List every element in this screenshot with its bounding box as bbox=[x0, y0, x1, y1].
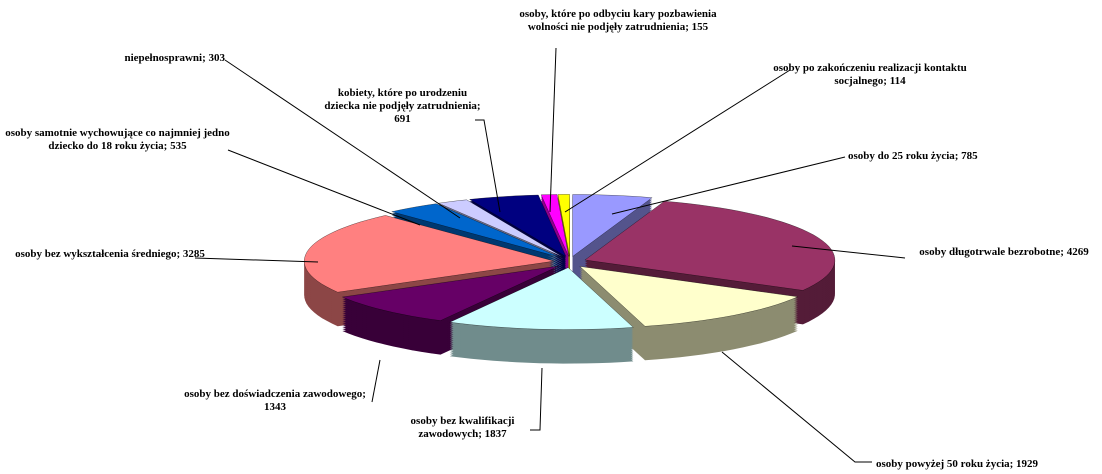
data-label: osoby samotnie wychowujące co najmniej j… bbox=[5, 127, 230, 153]
slice bbox=[579, 266, 799, 361]
data-label: osoby do 25 roku życia; 785 bbox=[848, 150, 1068, 163]
slice-top bbox=[540, 194, 569, 257]
label-category: osoby do 25 roku życia; bbox=[848, 150, 959, 162]
label-value: 303 bbox=[208, 52, 226, 64]
slice-top bbox=[341, 265, 559, 321]
label-value: 1343 bbox=[264, 401, 286, 413]
data-label: osoby po zakończeniu realizacji kontaktu… bbox=[770, 62, 970, 88]
data-label: osoby powyżej 50 roku życia; 1929 bbox=[876, 458, 1102, 471]
slice-top bbox=[572, 194, 653, 257]
slice-top bbox=[579, 266, 799, 327]
label-value: 3285 bbox=[182, 248, 205, 260]
label-value: 1929 bbox=[1016, 458, 1039, 470]
data-label: osoby, które po odbyciu kary pozbawienia… bbox=[508, 8, 728, 34]
leader-line bbox=[611, 156, 846, 215]
data-label: niepełnosprawni; 303 bbox=[80, 52, 225, 65]
label-category: osoby samotnie wychowujące co najmniej j… bbox=[5, 127, 230, 152]
slice-top bbox=[469, 194, 567, 257]
data-label: osoby bez kwalifikacji zawodowych; 1837 bbox=[385, 415, 540, 441]
data-label: osoby długotrwale bezrobotne; 4269 bbox=[906, 246, 1102, 259]
leader-line bbox=[224, 59, 461, 219]
data-label: osoby bez wykształcenia średniego; 3285 bbox=[15, 248, 205, 261]
leader-line bbox=[227, 149, 421, 226]
slice-side bbox=[541, 196, 569, 259]
label-category: osoby bez kwalifikacji zawodowych; bbox=[410, 415, 515, 440]
label-value: 114 bbox=[889, 75, 906, 87]
label-category: osoby bez wykształcenia średniego; bbox=[15, 248, 181, 260]
label-category: niepełnosprawni; bbox=[124, 52, 206, 64]
slice-top bbox=[304, 215, 555, 293]
leader-line bbox=[371, 359, 381, 403]
slice-top bbox=[438, 199, 564, 258]
label-value: 785 bbox=[961, 150, 978, 162]
label-category: osoby powyżej 50 roku życia; bbox=[876, 458, 1014, 470]
slice-top bbox=[584, 201, 836, 291]
slice bbox=[449, 267, 634, 364]
slice-top bbox=[449, 267, 634, 330]
slice-top bbox=[391, 203, 561, 258]
slice-side bbox=[541, 198, 569, 261]
label-value: 691 bbox=[394, 113, 411, 125]
label-value: 4269 bbox=[1066, 246, 1089, 258]
leader-line bbox=[194, 257, 319, 263]
label-value: 155 bbox=[691, 21, 709, 33]
slice-top bbox=[557, 194, 570, 257]
leader-line bbox=[475, 119, 501, 213]
leader-line bbox=[564, 69, 791, 213]
leader-line bbox=[721, 351, 872, 463]
data-label: osoby bez doświadczenia zawodowego; 1343 bbox=[180, 388, 370, 414]
label-value: 1837 bbox=[484, 428, 507, 440]
slice-side bbox=[541, 200, 569, 263]
label-value: 535 bbox=[170, 140, 187, 152]
label-category: kobiety, które po urodzeniu dziecka nie … bbox=[324, 87, 481, 112]
leader-line bbox=[791, 245, 906, 259]
leader-line bbox=[549, 47, 557, 213]
label-category: osoby bez doświadczenia zawodowego; bbox=[184, 388, 366, 400]
leader-line bbox=[530, 367, 543, 431]
data-label: kobiety, które po urodzeniu dziecka nie … bbox=[320, 87, 485, 126]
label-category: osoby, które po odbyciu kary pozbawienia… bbox=[519, 8, 717, 33]
label-category: osoby po zakończeniu realizacji kontaktu… bbox=[773, 62, 967, 87]
label-category: osoby długotrwale bezrobotne; bbox=[919, 246, 1064, 258]
